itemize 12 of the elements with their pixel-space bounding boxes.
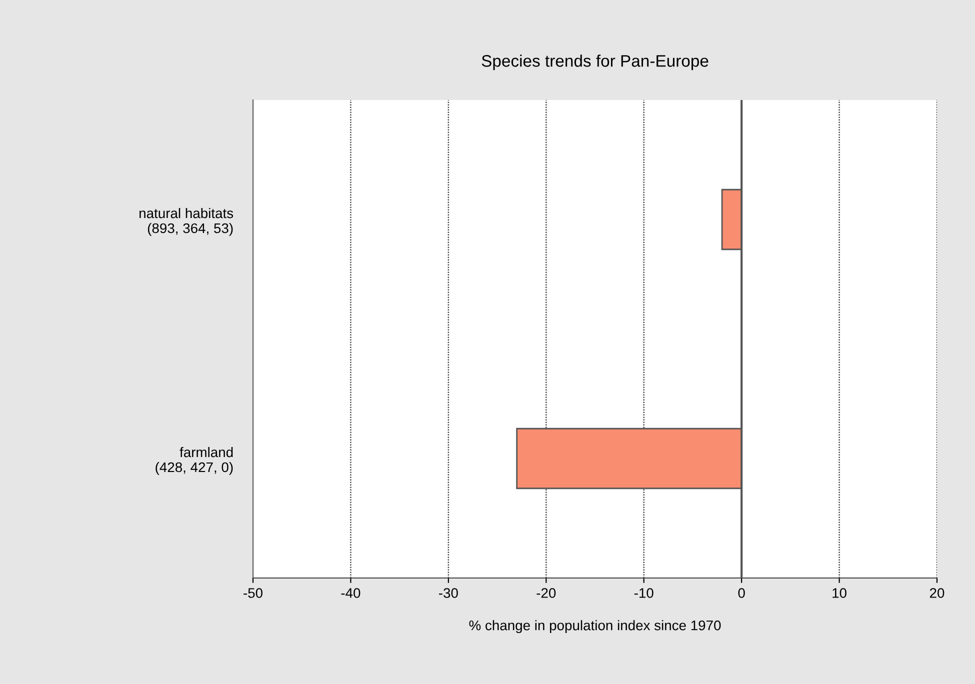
x-tick-label: 20	[930, 588, 944, 598]
x-tick-label: 10	[832, 588, 846, 598]
x-tick-label: 0	[738, 588, 745, 598]
chart-title: Species trends for Pan-Europe	[482, 54, 708, 70]
x-tick-label: -50	[244, 588, 262, 598]
y-tick-label: natural habitats (893, 364, 53)	[140, 208, 234, 236]
y-tick-label: farmland (428, 427, 0)	[156, 446, 233, 475]
x-tick-label: -10	[634, 588, 654, 598]
x-axis-title: % change in population index since 1970	[469, 620, 721, 634]
x-tick-label: -40	[341, 588, 360, 598]
x-tick-label: -20	[536, 588, 556, 598]
x-tick-label: -30	[439, 588, 458, 598]
